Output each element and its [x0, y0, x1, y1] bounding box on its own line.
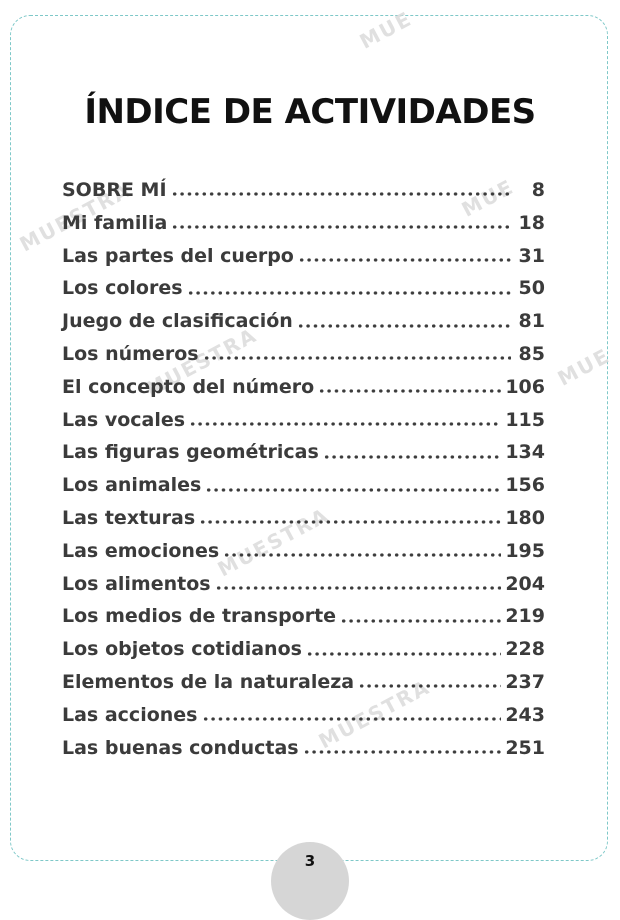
toc-entry[interactable]: Las buenas conductas 251 — [62, 732, 545, 765]
toc-entry-page: 18 — [518, 211, 545, 234]
toc-entry-label: El concepto del número — [62, 375, 315, 398]
dot-leader — [305, 650, 502, 657]
toc-entry[interactable]: SOBRE MÍ 8 — [62, 174, 545, 207]
toc-entry-page: 81 — [518, 310, 545, 333]
toc-entry-page: 50 — [518, 277, 545, 300]
toc-entry-page: 243 — [505, 703, 545, 726]
toc-entry[interactable]: Los números 85 — [62, 338, 545, 371]
toc-entry-page: 195 — [505, 539, 545, 562]
toc-entry[interactable]: Los objetos cotidianos 228 — [62, 633, 545, 666]
toc-entry[interactable]: Los medios de transporte 219 — [62, 600, 545, 633]
toc-entry-page: 204 — [505, 572, 545, 595]
dot-leader — [302, 748, 502, 755]
toc-entry-label: Los números — [62, 342, 199, 365]
toc-entry-label: Los objetos cotidianos — [62, 638, 302, 661]
dot-leader — [186, 289, 511, 296]
toc-entry[interactable]: Juego de clasificación 81 — [62, 305, 545, 338]
toc-entry[interactable]: Mi familia 18 — [62, 207, 545, 240]
page-title: ÍNDICE DE ACTIVIDADES — [84, 92, 536, 132]
dot-leader — [297, 256, 511, 263]
toc-entry[interactable]: Los animales 156 — [62, 469, 545, 502]
toc-entry-label: Las texturas — [62, 506, 196, 529]
toc-entry-label: Las figuras geométricas — [62, 441, 319, 464]
toc-entry[interactable]: Las partes del cuerpo 31 — [62, 240, 545, 273]
toc-entry-label: Las acciones — [62, 703, 198, 726]
toc-entry-page: 228 — [505, 638, 545, 661]
toc-entry-label: SOBRE MÍ — [62, 179, 167, 201]
dot-leader — [199, 519, 502, 526]
toc-entry-page: 8 — [531, 179, 545, 201]
toc-entry-page: 156 — [505, 474, 545, 497]
toc-entry-label: Las vocales — [62, 408, 186, 431]
dot-leader — [189, 420, 502, 427]
toc-entry-label: Los animales — [62, 474, 202, 497]
toc-entry-label: Elementos de la naturaleza — [62, 670, 355, 693]
dot-leader — [340, 617, 502, 624]
toc-entry[interactable]: Los colores 50 — [62, 272, 545, 305]
toc-entry-page: 115 — [505, 408, 545, 431]
toc-entry[interactable]: Las texturas 180 — [62, 502, 545, 535]
dot-leader — [171, 224, 511, 231]
table-of-contents: SOBRE MÍ 8 Mi familia 18 Las partes del cuer… — [62, 174, 545, 764]
toc-entry-page: 134 — [505, 441, 545, 464]
toc-entry-label: Los colores — [62, 277, 183, 300]
toc-entry[interactable]: Las emociones 195 — [62, 535, 545, 568]
toc-entry-label: Las emociones — [62, 539, 220, 562]
dot-leader — [223, 552, 502, 559]
toc-entry[interactable]: Las acciones 243 — [62, 699, 545, 732]
toc-entry-page: 180 — [505, 506, 545, 529]
dot-leader — [358, 683, 502, 690]
dot-leader — [318, 388, 502, 395]
dot-leader — [202, 355, 511, 362]
toc-entry-page: 219 — [505, 605, 545, 628]
dot-leader — [322, 453, 502, 460]
toc-entry-label: Los medios de transporte — [62, 605, 337, 628]
dot-leader — [214, 584, 502, 591]
toc-entry-label: Los alimentos — [62, 572, 211, 595]
toc-entry-label: Las partes del cuerpo — [62, 244, 294, 267]
toc-entry[interactable]: Las figuras geométricas 134 — [62, 436, 545, 469]
toc-entry-page: 251 — [505, 736, 545, 759]
toc-entry-label: Las buenas conductas — [62, 736, 299, 759]
toc-entry-page: 85 — [518, 342, 545, 365]
toc-entry-page: 106 — [505, 375, 545, 398]
dot-leader — [170, 191, 511, 198]
toc-entry[interactable]: Las vocales 115 — [62, 404, 545, 437]
toc-entry-label: Mi familia — [62, 211, 168, 234]
page-number: 3 — [304, 852, 316, 870]
dot-leader — [205, 486, 502, 493]
dot-leader — [201, 716, 502, 723]
toc-entry-label: Juego de clasificación — [62, 310, 293, 333]
toc-entry[interactable]: El concepto del número 106 — [62, 371, 545, 404]
toc-entry-page: 31 — [518, 244, 545, 267]
dot-leader — [296, 322, 511, 329]
toc-entry[interactable]: Los alimentos 204 — [62, 568, 545, 601]
toc-entry[interactable]: Elementos de la naturaleza 237 — [62, 666, 545, 699]
toc-entry-page: 237 — [505, 670, 545, 693]
